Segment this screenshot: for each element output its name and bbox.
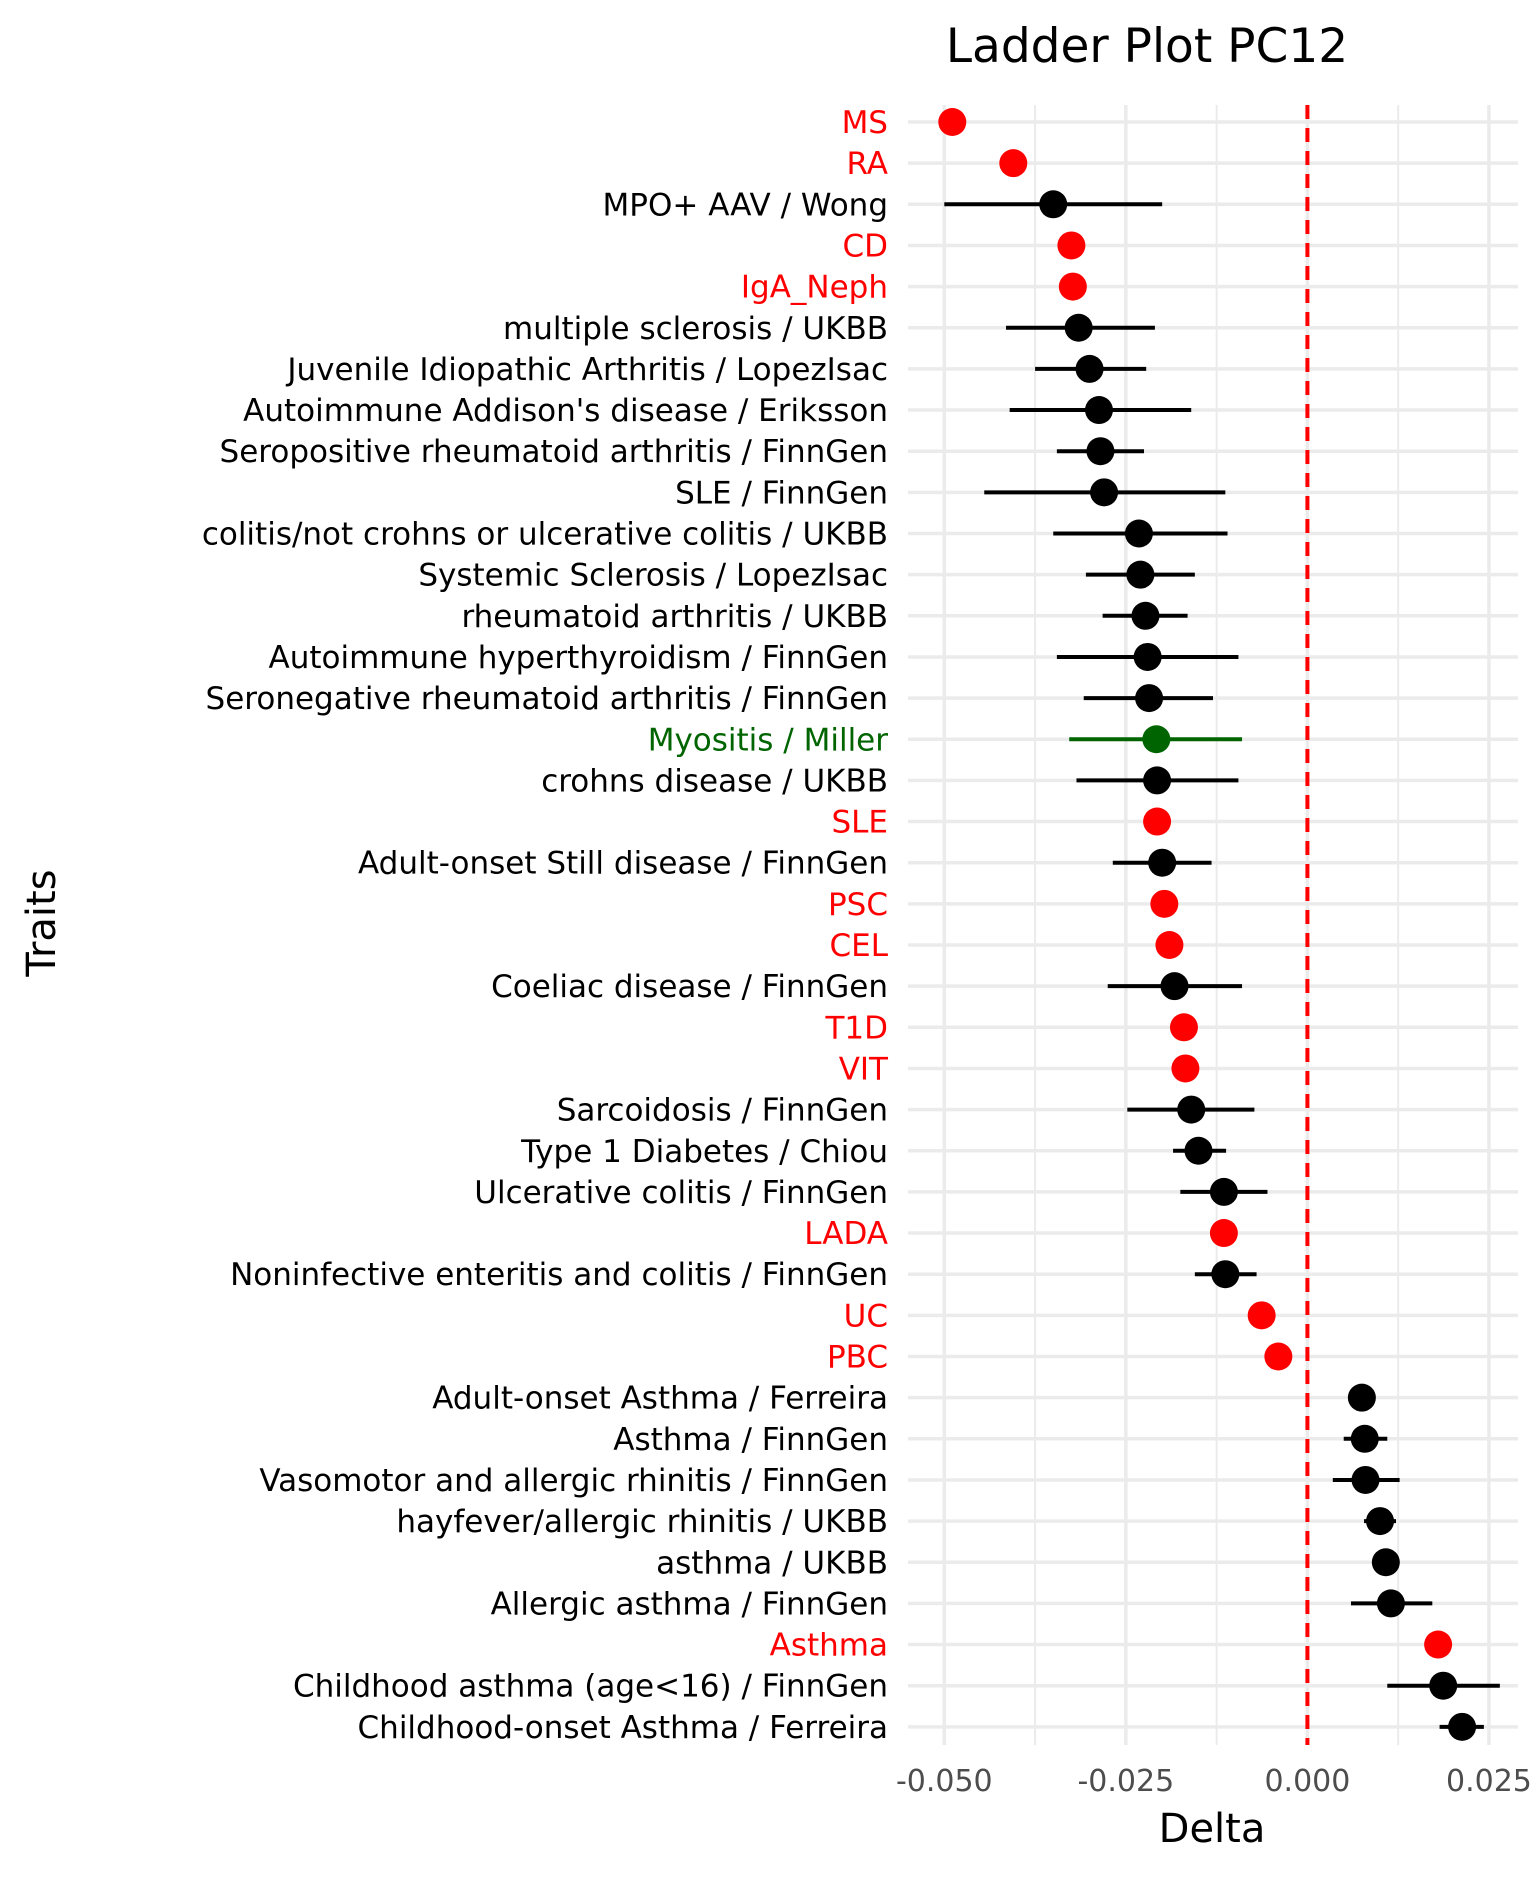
data-point — [1209, 1177, 1238, 1206]
y-tick-label: CEL — [829, 928, 888, 964]
data-point — [1424, 1630, 1453, 1659]
x-tick-label: -0.050 — [896, 1764, 993, 1799]
data-point — [1090, 478, 1119, 507]
x-tick-label: -0.025 — [1077, 1764, 1174, 1799]
y-tick-label: Sarcoidosis / FinnGen — [557, 1093, 888, 1129]
data-point — [1142, 725, 1171, 754]
y-tick-label: VIT — [839, 1051, 889, 1087]
data-point — [938, 108, 967, 136]
y-tick-label: Childhood-onset Asthma / Ferreira — [358, 1710, 888, 1746]
y-tick-label: Asthma — [770, 1628, 888, 1664]
data-point — [1247, 1301, 1276, 1330]
data-point — [1126, 560, 1155, 589]
data-point — [1135, 684, 1164, 713]
data-point — [1131, 601, 1160, 630]
y-tick-label: Asthma / FinnGen — [613, 1422, 888, 1458]
data-point — [1351, 1465, 1380, 1494]
chart-title: Ladder Plot PC12 — [946, 19, 1348, 74]
y-tick-label: multiple sclerosis / UKBB — [503, 311, 888, 347]
y-tick-label: SLE / FinnGen — [675, 475, 888, 511]
y-tick-labels: MS RA MPO+ AAV / Wong CD IgA_Neph multiple sc… — [202, 105, 889, 1746]
data-point — [1160, 972, 1189, 1001]
y-tick-label: MPO+ AAV / Wong — [603, 187, 888, 223]
x-tick-label: 0.000 — [1264, 1764, 1350, 1799]
data-point — [1184, 1136, 1213, 1165]
data-point — [1086, 437, 1115, 466]
y-tick-label: colitis/not crohns or ulcerative colitis… — [202, 517, 888, 553]
x-tick-labels: -0.050 -0.025 0.000 0.025 — [896, 1764, 1532, 1799]
data-point — [1347, 1383, 1376, 1412]
data-point — [1350, 1424, 1379, 1453]
y-tick-label: Systemic Sclerosis / LopezIsac — [418, 558, 888, 594]
data-point — [1039, 190, 1068, 219]
data-point — [1150, 889, 1179, 918]
marks-layer — [938, 108, 1500, 1741]
data-point — [1084, 396, 1113, 425]
data-point — [1211, 1260, 1240, 1289]
y-tick-label: Juvenile Idiopathic Arthritis / LopezIsa… — [285, 352, 888, 388]
y-tick-label: Adult-onset Asthma / Ferreira — [432, 1381, 888, 1417]
y-tick-label: Myositis / Miller — [648, 722, 889, 758]
grid-layer — [908, 105, 1518, 1745]
data-point — [1177, 1095, 1206, 1124]
data-point — [1143, 766, 1172, 795]
y-tick-label: PBC — [827, 1340, 888, 1376]
data-point — [1171, 1054, 1200, 1083]
y-tick-label: RA — [847, 146, 889, 182]
data-point — [1448, 1712, 1477, 1741]
y-tick-label: Childhood asthma (age<16) / FinnGen — [293, 1669, 888, 1705]
y-tick-label: Seronegative rheumatoid arthritis / Finn… — [206, 681, 888, 717]
data-point — [1064, 313, 1093, 342]
y-tick-label: SLE — [831, 805, 888, 841]
data-point — [1124, 519, 1153, 548]
y-tick-label: Autoimmune Addison's disease / Eriksson — [243, 393, 888, 429]
y-tick-label: hayfever/allergic rhinitis / UKBB — [396, 1504, 888, 1540]
y-axis-title: Traits — [19, 869, 65, 977]
y-tick-label: Ulcerative colitis / FinnGen — [474, 1175, 888, 1211]
x-axis-title: Delta — [1159, 1806, 1266, 1852]
y-tick-label: T1D — [824, 1010, 888, 1046]
data-point — [1075, 354, 1104, 383]
y-tick-label: Autoimmune hyperthyroidism / FinnGen — [268, 640, 888, 676]
data-point — [1155, 931, 1184, 959]
y-tick-label: Allergic asthma / FinnGen — [491, 1586, 888, 1622]
data-point — [1058, 272, 1087, 301]
data-point — [1148, 848, 1177, 877]
data-point — [1376, 1589, 1405, 1618]
y-tick-label: MS — [842, 105, 888, 141]
data-point — [1133, 642, 1162, 671]
y-tick-label: Adult-onset Still disease / FinnGen — [358, 846, 888, 882]
y-tick-label: asthma / UKBB — [656, 1545, 888, 1581]
y-tick-label: Coeliac disease / FinnGen — [491, 969, 888, 1005]
data-point — [1169, 1013, 1198, 1042]
y-tick-label: IgA_Neph — [741, 270, 888, 306]
y-tick-label: Type 1 Diabetes / Chiou — [520, 1134, 888, 1170]
y-tick-label: CD — [842, 228, 888, 264]
y-tick-label: Noninfective enteritis and colitis / Fin… — [230, 1257, 888, 1293]
data-point — [1057, 231, 1086, 260]
data-point — [1264, 1342, 1293, 1371]
data-point — [999, 149, 1028, 178]
data-point — [1143, 807, 1172, 836]
x-tick-label: 0.025 — [1446, 1764, 1532, 1799]
y-tick-label: Seropositive rheumatoid arthritis / Finn… — [220, 434, 888, 470]
data-point — [1429, 1671, 1458, 1700]
data-point — [1366, 1507, 1395, 1536]
y-tick-label: PSC — [828, 887, 888, 923]
y-tick-label: rheumatoid arthritis / UKBB — [461, 599, 888, 635]
data-point — [1209, 1219, 1238, 1248]
y-tick-label: Vasomotor and allergic rhinitis / FinnGe… — [259, 1463, 888, 1499]
y-tick-label: LADA — [804, 1216, 888, 1252]
y-tick-label: crohns disease / UKBB — [541, 763, 888, 799]
y-tick-label: UC — [844, 1298, 888, 1334]
data-point — [1371, 1548, 1400, 1577]
